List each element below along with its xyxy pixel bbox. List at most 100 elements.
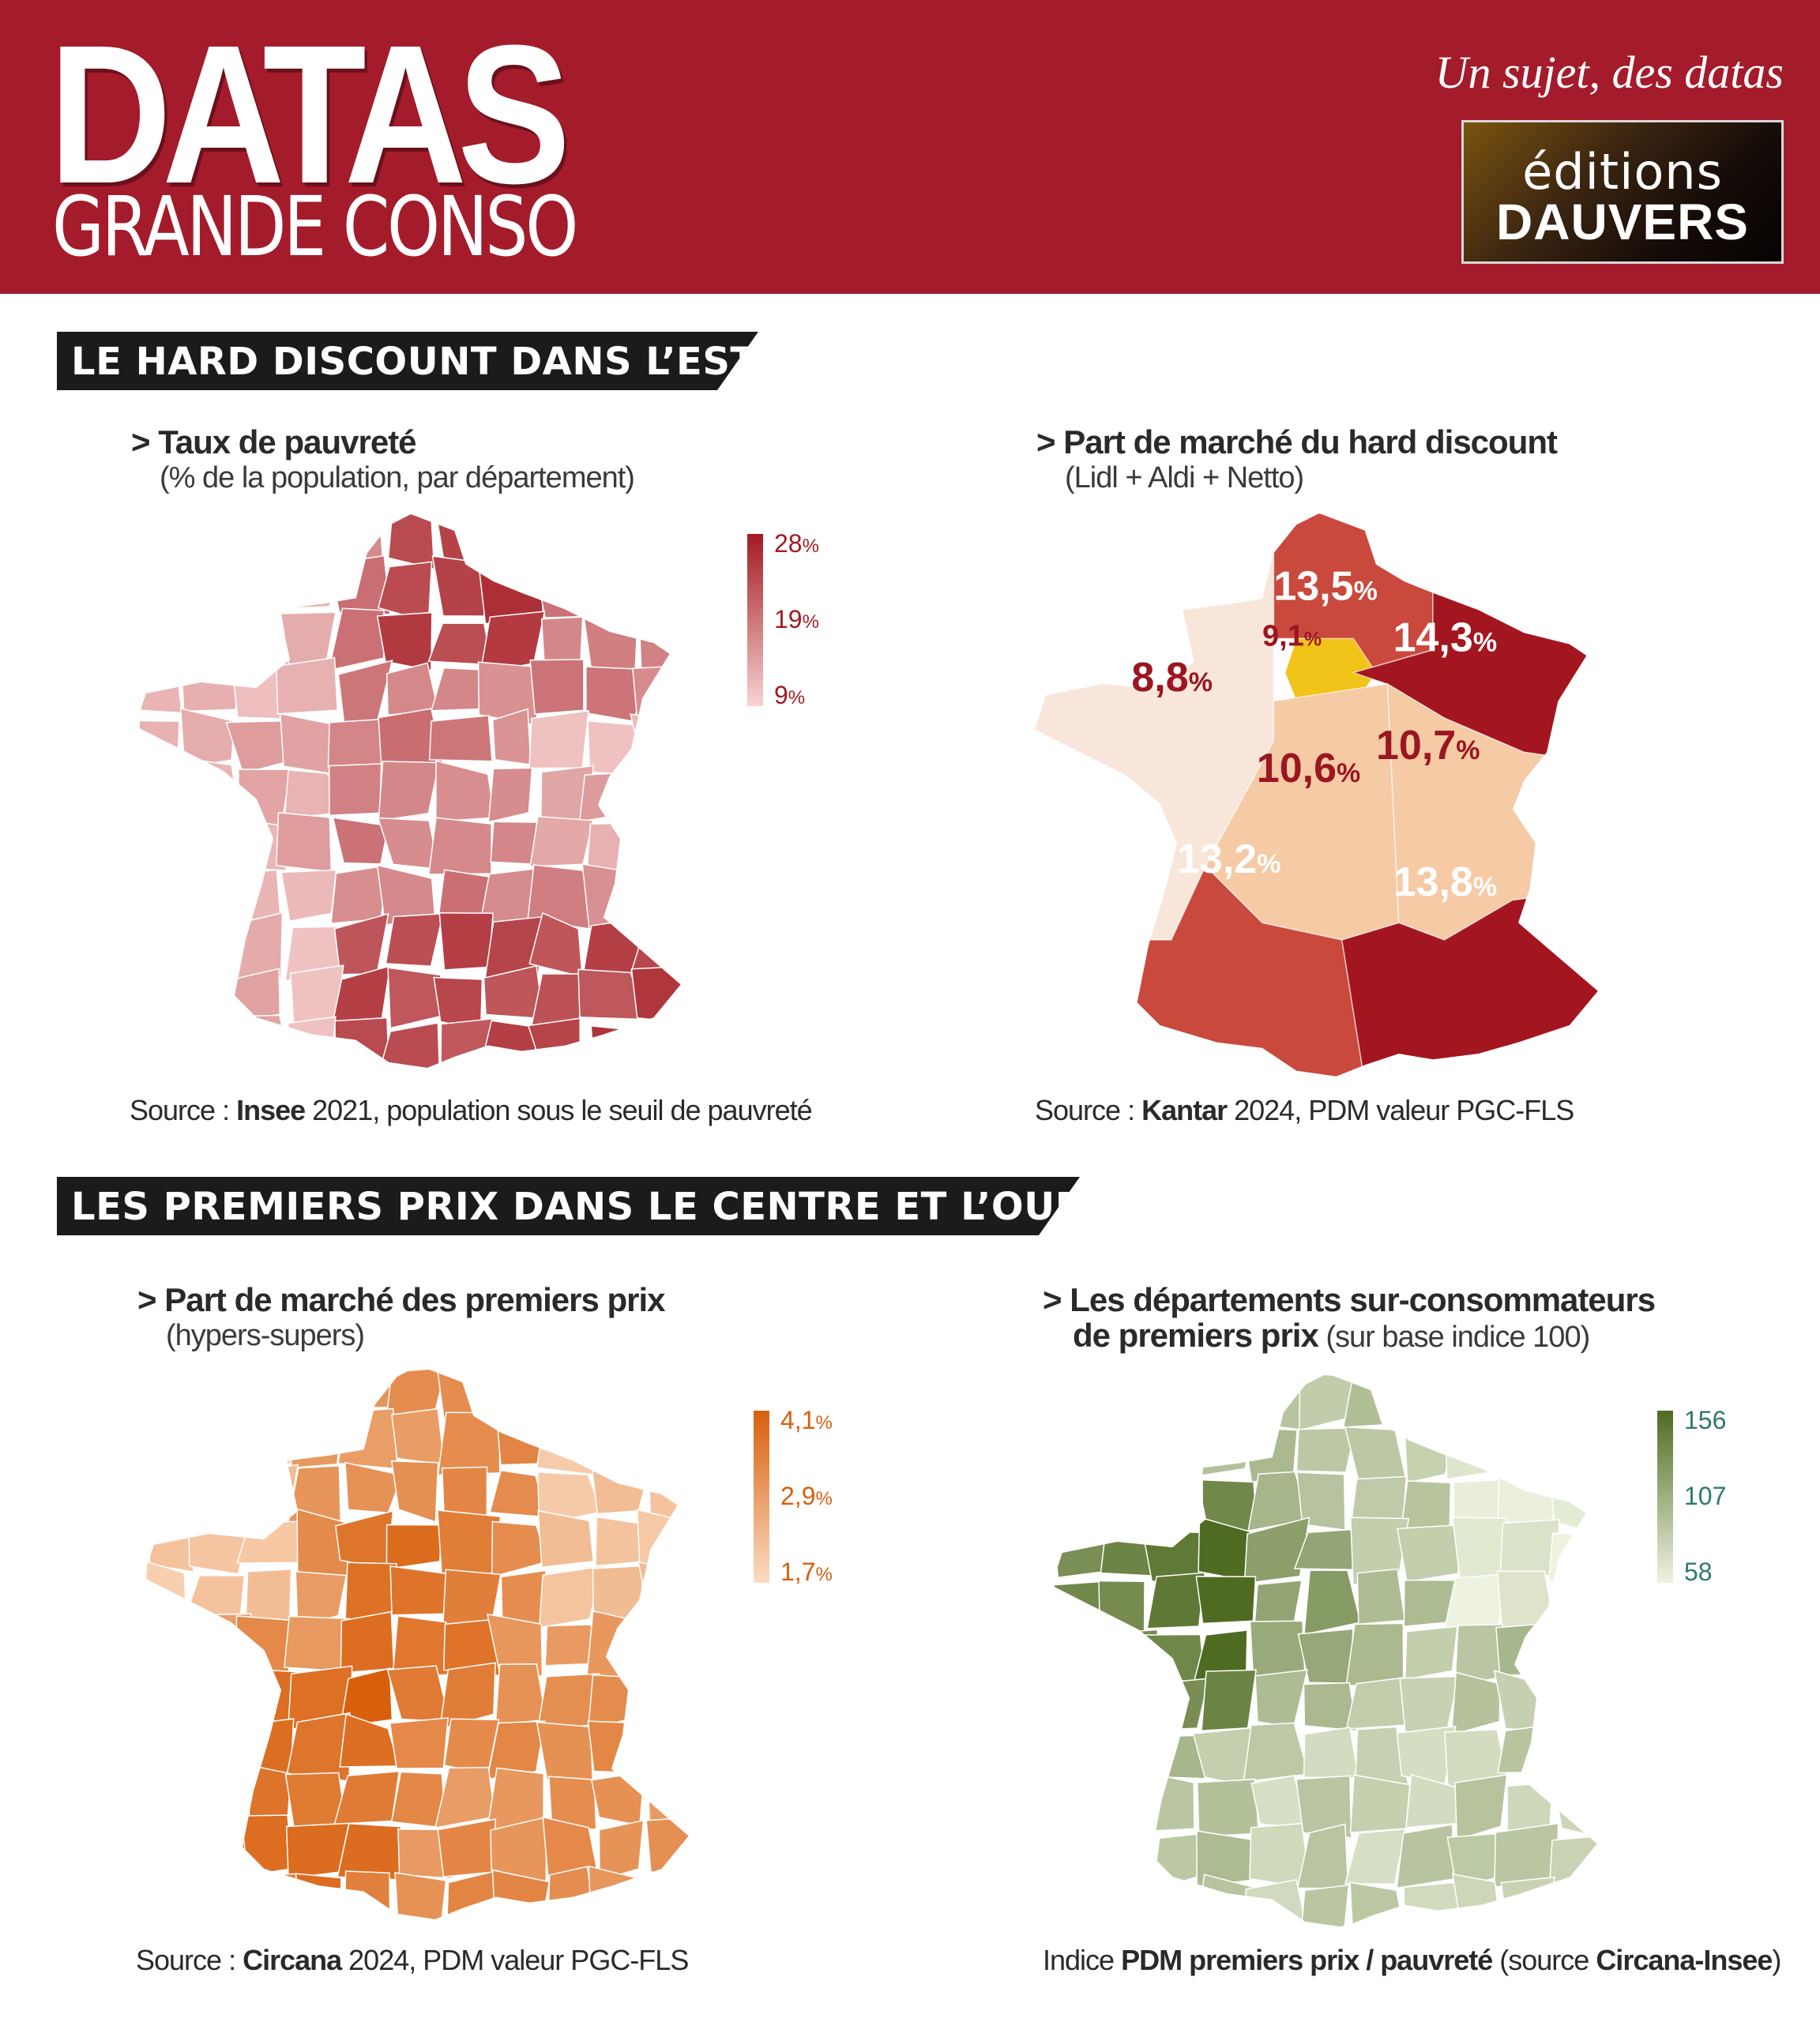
department-area (183, 1575, 246, 1621)
department-area (638, 608, 682, 675)
department-area (176, 569, 231, 608)
department-area (1102, 1874, 1156, 1928)
department-area (183, 1026, 237, 1069)
department-area (1100, 1468, 1151, 1530)
department-area (1299, 1884, 1350, 1928)
map1-departments (134, 513, 682, 1069)
department-area (1548, 1881, 1598, 1928)
department-area (328, 607, 385, 671)
department-area (1344, 1828, 1407, 1885)
department-area (142, 1365, 201, 1424)
department-area (144, 1561, 188, 1628)
department-area (1547, 1730, 1598, 1789)
department-area (643, 763, 682, 823)
tagline: Un sujet, des datas (1435, 47, 1784, 98)
france-outline (1051, 1373, 1600, 1929)
department-area (487, 767, 533, 823)
department-area (228, 911, 284, 979)
map2-subtitle: (Lidl + Aldi + Netto) (1065, 461, 1304, 494)
over-consumption-index-map (1051, 1373, 1600, 1929)
france-outline (134, 513, 683, 1069)
department-area (577, 513, 636, 569)
department-area (640, 1368, 690, 1415)
department-area (537, 1509, 595, 1569)
department-area (598, 1819, 645, 1881)
department-area (295, 1570, 348, 1628)
legend-max: 28% (774, 529, 819, 558)
department-area (536, 1411, 601, 1476)
department-area (1443, 1373, 1506, 1430)
department-area (1356, 1568, 1406, 1625)
department-area (587, 1367, 654, 1423)
region-value-label: 13,2% (1177, 836, 1280, 882)
department-area (645, 1610, 690, 1678)
department-area (1495, 1622, 1562, 1676)
map1-subtitle: (% de la population, par département) (160, 461, 635, 494)
department-area (227, 513, 294, 573)
department-area (1345, 1622, 1404, 1687)
department-area (1498, 1373, 1551, 1430)
map3-subtitle: (hypers-supers) (166, 1319, 365, 1352)
department-area (494, 1663, 547, 1726)
department-area (385, 912, 444, 967)
department-area (1349, 1774, 1411, 1834)
department-area (588, 1865, 652, 1920)
department-area (142, 1674, 193, 1727)
department-area (376, 611, 433, 671)
department-area (287, 1016, 337, 1069)
legend-mid: 107 (1684, 1482, 1727, 1510)
department-area (1146, 1572, 1205, 1629)
map2-title: > Part de marché du hard discount (1036, 423, 1558, 460)
department-area (137, 608, 182, 667)
region-value-label: 14,3% (1393, 614, 1497, 660)
department-area (181, 667, 242, 712)
department-area (184, 1419, 250, 1464)
map4-source: Indice PDM premiers prix / pauvreté (sou… (1043, 1944, 1781, 1976)
department-area (427, 622, 493, 666)
department-area (339, 1713, 400, 1768)
department-area (1554, 1780, 1598, 1841)
department-area (340, 1610, 395, 1674)
department-area (146, 1464, 194, 1526)
department-area (630, 966, 682, 1024)
department-area (1094, 1373, 1161, 1431)
department-area (537, 1365, 596, 1422)
department-area (435, 760, 495, 823)
department-area (1142, 1467, 1200, 1526)
france-outline (142, 1365, 691, 1921)
department-area (134, 812, 191, 877)
department-area (278, 513, 337, 565)
department-area (1195, 1576, 1257, 1625)
map3-legend: 4,1% 2,9% 1,7% (754, 1406, 872, 1592)
department-area (534, 563, 595, 618)
department-area (142, 1412, 195, 1475)
region-value-label: 13,8% (1393, 859, 1497, 905)
section-title: LES PREMIERS PRIX DANS LE CENTRE ET L’OU… (71, 1185, 1136, 1229)
map4-departments (1051, 1373, 1598, 1928)
department-area (185, 1719, 251, 1779)
department-area (175, 812, 242, 874)
department-area (1345, 1677, 1407, 1730)
department-area (1404, 1625, 1458, 1681)
department-area (1494, 1822, 1559, 1888)
department-area (438, 1662, 496, 1730)
department-area (529, 815, 594, 868)
department-area (389, 1565, 453, 1616)
map4-subtitle: de premiers prix (sur base indice 100) (1073, 1317, 1590, 1355)
department-area (1546, 1576, 1598, 1633)
department-area (590, 1025, 639, 1069)
department-area (431, 555, 489, 617)
department-area (1254, 1669, 1308, 1728)
legend-gradient-bar (747, 534, 763, 706)
department-area (1097, 1724, 1153, 1779)
region-value-label: 13,5% (1273, 564, 1377, 610)
department-area (134, 871, 184, 922)
department-area (225, 720, 291, 775)
department-area (134, 513, 185, 572)
map1-legend: 28% 19% 9% (747, 529, 866, 716)
department-area (1051, 1373, 1105, 1433)
department-area (234, 563, 280, 613)
department-area (236, 1520, 303, 1564)
department-area (437, 1509, 502, 1576)
department-area (1051, 1880, 1107, 1928)
